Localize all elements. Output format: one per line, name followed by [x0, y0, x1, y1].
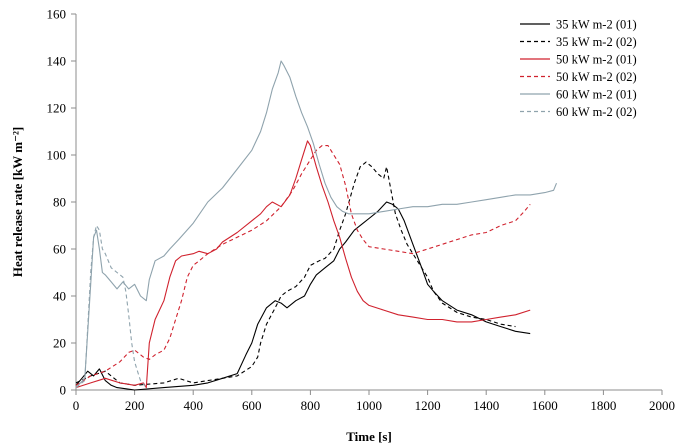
y-tick-label: 0	[60, 383, 67, 398]
y-tick-label: 140	[47, 54, 67, 69]
x-tick-label: 600	[242, 398, 262, 413]
series-line-6	[75, 224, 147, 389]
legend-label-6: 60 kW m-2 (02)	[556, 105, 637, 119]
x-tick-label: 1600	[532, 398, 558, 413]
series-line-1	[75, 201, 531, 391]
x-tick-label: 400	[183, 398, 203, 413]
y-tick-label: 20	[53, 336, 66, 351]
y-tick-label: 40	[53, 289, 66, 304]
x-tick-label: 0	[73, 398, 80, 413]
y-tick-label: 60	[53, 242, 66, 257]
x-tick-label: 800	[301, 398, 321, 413]
y-tick-label: 120	[47, 101, 67, 116]
y-tick-label: 100	[47, 148, 67, 163]
y-axis-title: Heat release rate [kW m⁻²]	[10, 127, 25, 277]
axes: 0 200 400 600 800 1000 1200 1400 1600 1800 2000 0 20…	[47, 7, 676, 414]
series-line-2	[75, 161, 516, 386]
series-line-5	[75, 60, 558, 388]
legend-label-3: 50 kW m-2 (01)	[556, 53, 637, 67]
x-axis-title: Time [s]	[346, 429, 392, 444]
x-tick-label: 200	[125, 398, 145, 413]
plot-area	[75, 60, 558, 391]
x-tick-label: 1400	[473, 398, 499, 413]
x-tick-label: 1000	[356, 398, 382, 413]
legend-label-2: 35 kW m-2 (02)	[556, 35, 637, 49]
y-tick-label: 80	[53, 195, 66, 210]
legend: 35 kW m-2 (01) 35 kW m-2 (02) 50 kW m-2 (0…	[520, 18, 637, 119]
legend-label-1: 35 kW m-2 (01)	[556, 18, 637, 32]
legend-label-4: 50 kW m-2 (02)	[556, 70, 637, 84]
x-tick-label: 2000	[649, 398, 675, 413]
series-line-3	[75, 140, 531, 389]
x-tick-label: 1200	[415, 398, 441, 413]
series-line-4	[75, 145, 531, 386]
x-tick-label: 1800	[590, 398, 616, 413]
legend-label-5: 60 kW m-2 (01)	[556, 88, 637, 102]
y-tick-label: 160	[47, 7, 67, 22]
